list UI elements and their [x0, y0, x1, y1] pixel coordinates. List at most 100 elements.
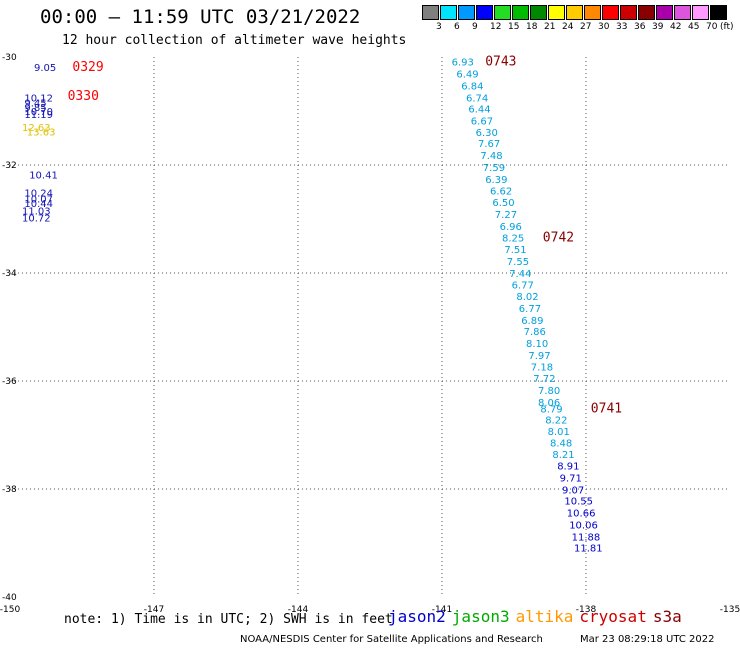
color-swatch: [494, 5, 511, 20]
wave-height-value: 10.06: [569, 520, 598, 531]
wave-height-value: 6.74: [466, 93, 488, 104]
wave-height-value: 7.72: [533, 374, 555, 385]
wave-height-value: 8.21: [552, 450, 574, 461]
wave-height-value: 9.85: [24, 103, 46, 114]
legend-entry: jason2: [388, 607, 446, 626]
wave-height-value: 8.48: [550, 438, 572, 449]
wave-height-value: 10.70: [24, 107, 53, 118]
pass-time-label: 0741: [591, 401, 622, 416]
lat-tick-label: -32: [2, 161, 17, 171]
color-swatch: [512, 5, 529, 20]
color-swatch: [638, 5, 655, 20]
wave-height-value: 10.07: [24, 194, 53, 205]
color-swatch: [620, 5, 637, 20]
color-swatch: [548, 5, 565, 20]
legend-entry: altika: [515, 607, 574, 626]
color-swatch: [422, 5, 439, 20]
pass-time-label: 0329: [72, 60, 103, 75]
color-scale-labels: 3 6 9 12 15 18 21 24 27 30 33 36 39 42 45 70 (ft): [422, 22, 740, 34]
wave-height-value: 7.51: [504, 245, 526, 256]
wave-height-value: 11.81: [574, 544, 603, 555]
lon-tick-label: -141: [432, 605, 452, 615]
color-scale-label: 42: [670, 22, 682, 32]
wave-height-value: 7.55: [507, 257, 529, 268]
lat-tick-label: -34: [2, 269, 17, 279]
color-scale-label: 9: [472, 22, 478, 32]
color-scale-label: 27: [580, 22, 592, 32]
lat-lon-grid: [10, 57, 730, 597]
wave-height-value: 10.55: [564, 497, 593, 508]
color-scale-label: 33: [616, 22, 628, 32]
wave-height-value: 6.49: [456, 70, 478, 81]
color-scale-label: 39: [652, 22, 664, 32]
pass-time-label: 0330: [68, 89, 99, 104]
color-swatch: [656, 5, 673, 20]
wave-height-value: 6.89: [521, 316, 543, 327]
map-subtitle: 12 hour collection of altimeter wave hei…: [62, 33, 407, 48]
axis-tick-labels: -150 -147 -144 -141 -138 -135 -30 -32 -34 -36 -38 -…: [0, 53, 740, 615]
lon-tick-label: -147: [144, 605, 164, 615]
lat-tick-label: -38: [2, 485, 17, 495]
lon-tick-label: -135: [720, 605, 740, 615]
wave-height-value: 10.12: [24, 93, 53, 104]
map-title: 00:00 – 11:59 UTC 03/21/2022: [40, 6, 361, 28]
wave-height-value: 10.24: [24, 188, 53, 199]
wave-height-value: 6.96: [500, 222, 522, 233]
wave-height-value: 6.30: [476, 128, 498, 139]
color-swatch: [530, 5, 547, 20]
wave-height-value: 6.67: [471, 117, 493, 128]
wave-height-value: 7.18: [531, 363, 553, 374]
wave-height-value: 6.84: [461, 81, 483, 92]
lat-tick-label: -36: [2, 377, 17, 387]
color-scale-label: 24: [562, 22, 574, 32]
color-scale-bar: [422, 5, 728, 20]
wave-height-value: 9.45: [24, 99, 46, 110]
color-scale-unit: (ft): [720, 22, 734, 32]
legend-entry: cryosat: [579, 607, 647, 626]
color-swatch: [476, 5, 493, 20]
wave-height-value: 7.59: [483, 163, 505, 174]
wave-height-value: 7.48: [480, 151, 502, 162]
wave-height-points: 9.0510.129.459.8510.7011.1910.4110.2410.…: [22, 58, 603, 555]
color-scale-label: 12: [490, 22, 502, 32]
lat-tick-label: -30: [2, 53, 17, 63]
wave-height-value: 7.27: [495, 210, 517, 221]
color-swatch: [458, 5, 475, 20]
wave-height-value: 7.80: [538, 386, 560, 397]
legend-entry: jason3: [451, 607, 510, 626]
wave-height-value: 8.22: [545, 416, 567, 427]
lon-tick-label: -144: [288, 605, 309, 615]
color-scale-label: 15: [508, 22, 520, 32]
wave-height-value: 6.50: [492, 198, 514, 209]
lon-tick-label: -138: [576, 605, 597, 615]
wave-height-value: 8.06: [538, 398, 560, 409]
color-scale-label: 21: [544, 22, 556, 32]
wave-height-value: 12.63: [22, 123, 51, 134]
wave-height-value: 7.97: [528, 351, 550, 362]
color-swatch: [674, 5, 691, 20]
legend-entry: s3a: [652, 607, 682, 626]
wave-height-value: 8.10: [526, 339, 548, 350]
wave-height-value: 6.44: [468, 105, 490, 116]
wave-height-value: 9.07: [562, 485, 584, 496]
wave-height-value: 9.05: [34, 63, 56, 74]
wave-height-value: 8.02: [516, 292, 538, 303]
wave-height-value: 6.39: [485, 175, 507, 186]
wave-height-value: 6.93: [452, 58, 474, 69]
color-scale-label: 3: [436, 22, 442, 32]
pass-time-label: 0742: [543, 231, 574, 246]
wave-height-value: 8.79: [540, 404, 562, 415]
footer-note: note: 1) Time is in UTC; 2) SWH is in fe…: [64, 612, 393, 627]
wave-height-value: 11.19: [24, 110, 53, 121]
color-swatch: [602, 5, 619, 20]
wave-height-value: 6.62: [490, 187, 512, 198]
wave-height-value: 7.44: [509, 269, 531, 280]
wave-height-value: 11.88: [572, 532, 601, 543]
wave-height-value: 6.77: [512, 281, 534, 292]
wave-height-value: 10.44: [24, 199, 53, 210]
lat-tick-label: -40: [2, 593, 17, 603]
lon-tick-label: -150: [0, 605, 20, 615]
color-scale-label: 18: [526, 22, 538, 32]
wave-height-value: 10.66: [567, 509, 596, 520]
color-swatch: [440, 5, 457, 20]
